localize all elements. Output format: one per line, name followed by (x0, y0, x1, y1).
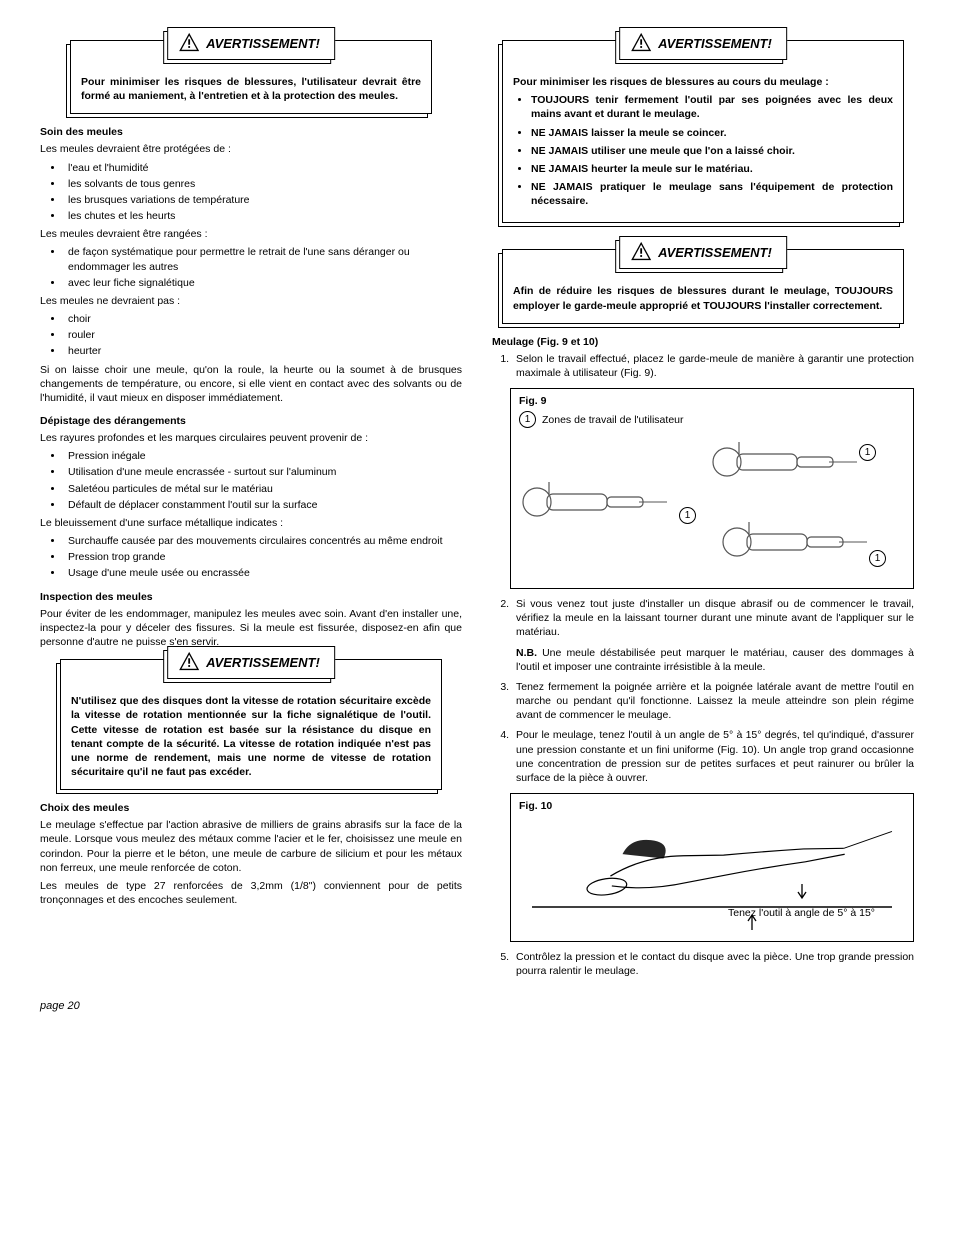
list-item: Saletéou particules de métal sur le maté… (64, 482, 462, 496)
right-column: AVERTISSEMENT! Pour minimiser les risque… (492, 30, 914, 984)
warning-3-body: Pour minimiser les risques de blessures … (513, 75, 893, 208)
warning-label: AVERTISSEMENT! (658, 245, 772, 260)
heading-meulage: Meulage (Fig. 9 et 10) (492, 336, 914, 348)
dep-intro-2: Le bleuissement d'une surface métallique… (40, 516, 462, 530)
list-item: Surchauffe causée par des mouvements cir… (64, 534, 462, 548)
list-item: avec leur fiche signalétique (64, 276, 462, 290)
left-column: AVERTISSEMENT! Pour minimiser les risque… (40, 30, 462, 984)
dep-list-1: Pression inégale Utilisation d'une meule… (40, 449, 462, 512)
warning-header: AVERTISSEMENT! (167, 646, 335, 679)
list-item: l'eau et l'humidité (64, 161, 462, 175)
fig9-num: 1 (519, 411, 536, 428)
soin-intro-3: Les meules ne devraient pas : (40, 294, 462, 308)
warning-header: AVERTISSEMENT! (167, 27, 335, 60)
heading-choix: Choix des meules (40, 802, 462, 814)
nb-label: N.B. (516, 647, 537, 659)
step-2-text: Si vous venez tout juste d'installer un … (516, 598, 914, 638)
fig9-illustration: 1 1 1 (519, 432, 905, 582)
step-2: Si vous venez tout juste d'installer un … (512, 597, 914, 674)
fig9-num: 1 (859, 444, 876, 461)
fig9-caption: Zones de travail de l'utilisateur (542, 414, 684, 426)
warning-4-text: Afin de réduire les risques de blessures… (513, 284, 893, 312)
step-4: Pour le meulage, tenez l'outil à un angl… (512, 728, 914, 785)
heading-soin: Soin des meules (40, 126, 462, 138)
nb-text: Une meule déstabilisée peut marquer le m… (516, 647, 914, 673)
list-item: NE JAMAIS pratiquer le meulage sans l'éq… (531, 180, 893, 208)
fig9-label: Fig. 9 (519, 395, 905, 407)
list-item: rouler (64, 328, 462, 342)
heading-depistage: Dépistage des dérangements (40, 415, 462, 427)
list-item: Usage d'une meule usée ou encrassée (64, 566, 462, 580)
list-item: les brusques variations de température (64, 193, 462, 207)
warning-2-text: N'utilisez que des disques dont la vites… (71, 694, 431, 779)
heading-inspection: Inspection des meules (40, 591, 462, 603)
meulage-steps-cont: Si vous venez tout juste d'installer un … (492, 597, 914, 785)
warning-label: AVERTISSEMENT! (206, 36, 320, 51)
soin-list-2: de façon systématique pour permettre le … (40, 245, 462, 290)
fig9-num: 1 (679, 507, 696, 524)
soin-para: Si on laisse choir une meule, qu'on la r… (40, 363, 462, 406)
step-5: Contrôlez la pression et le contact du d… (512, 950, 914, 978)
soin-list-3: choir rouler heurter (40, 312, 462, 359)
list-item: Utilisation d'une meule encrassée - surt… (64, 465, 462, 479)
list-item: TOUJOURS tenir fermement l'outil par ses… (531, 93, 893, 121)
page-number: page 20 (40, 1000, 914, 1012)
dep-list-2: Surchauffe causée par des mouvements cir… (40, 534, 462, 581)
grinder-icon (709, 432, 859, 492)
list-item: NE JAMAIS utiliser une meule que l'on a … (531, 144, 893, 158)
figure-10: Fig. 10 Tenez l'outil à angle de 5° à 15… (510, 793, 914, 942)
soin-intro-2: Les meules devraient être rangées : (40, 227, 462, 241)
warning-icon (630, 32, 652, 55)
meulage-steps-cont2: Contrôlez la pression et le contact du d… (492, 950, 914, 978)
warning-box-1: AVERTISSEMENT! Pour minimiser les risque… (70, 40, 432, 114)
warning-label: AVERTISSEMENT! (206, 655, 320, 670)
grinder-icon (519, 472, 669, 532)
warning-box-3: AVERTISSEMENT! Pour minimiser les risque… (502, 40, 904, 223)
list-item: Pression trop grande (64, 550, 462, 564)
warning-icon (630, 241, 652, 264)
warning-icon (178, 32, 200, 55)
dep-intro-1: Les rayures profondes et les marques cir… (40, 431, 462, 445)
warning-icon (178, 651, 200, 674)
fig10-label: Fig. 10 (519, 800, 905, 812)
step-3: Tenez fermement la poignée arrière et la… (512, 680, 914, 723)
meulage-steps: Selon le travail effectué, placez le gar… (492, 352, 914, 380)
list-item: de façon systématique pour permettre le … (64, 245, 462, 273)
fig9-caption-row: 1 Zones de travail de l'utilisateur (519, 411, 905, 428)
warning-label: AVERTISSEMENT! (658, 36, 772, 51)
choix-p1: Le meulage s'effectue par l'action abras… (40, 818, 462, 875)
warning-box-2: AVERTISSEMENT! N'utilisez que des disque… (60, 659, 442, 790)
list-item: les chutes et les heurts (64, 209, 462, 223)
list-item: choir (64, 312, 462, 326)
list-item: NE JAMAIS heurter la meule sur le matéri… (531, 162, 893, 176)
list-item: les solvants de tous genres (64, 177, 462, 191)
list-item: Pression inégale (64, 449, 462, 463)
soin-intro-1: Les meules devraient être protégées de : (40, 142, 462, 156)
step-1: Selon le travail effectué, placez le gar… (512, 352, 914, 380)
list-item: NE JAMAIS laisser la meule se coincer. (531, 126, 893, 140)
warning-header: AVERTISSEMENT! (619, 236, 787, 269)
choix-p2: Les meules de type 27 renforcées de 3,2m… (40, 879, 462, 907)
list-item: Défault de déplacer constamment l'outil … (64, 498, 462, 512)
warning-1-text: Pour minimiser les risques de blessures,… (81, 75, 421, 103)
warning-header: AVERTISSEMENT! (619, 27, 787, 60)
figure-9: Fig. 9 1 Zones de travail de l'utilisate… (510, 388, 914, 589)
warning-box-4: AVERTISSEMENT! Afin de réduire les risqu… (502, 249, 904, 323)
soin-list-1: l'eau et l'humidité les solvants de tous… (40, 161, 462, 224)
insp-para: Pour éviter de les endommager, manipulez… (40, 607, 462, 650)
list-item: heurter (64, 344, 462, 358)
fig9-num: 1 (869, 550, 886, 567)
warning-3-intro: Pour minimiser les risques de blessures … (513, 75, 893, 89)
grinder-icon (719, 512, 869, 572)
